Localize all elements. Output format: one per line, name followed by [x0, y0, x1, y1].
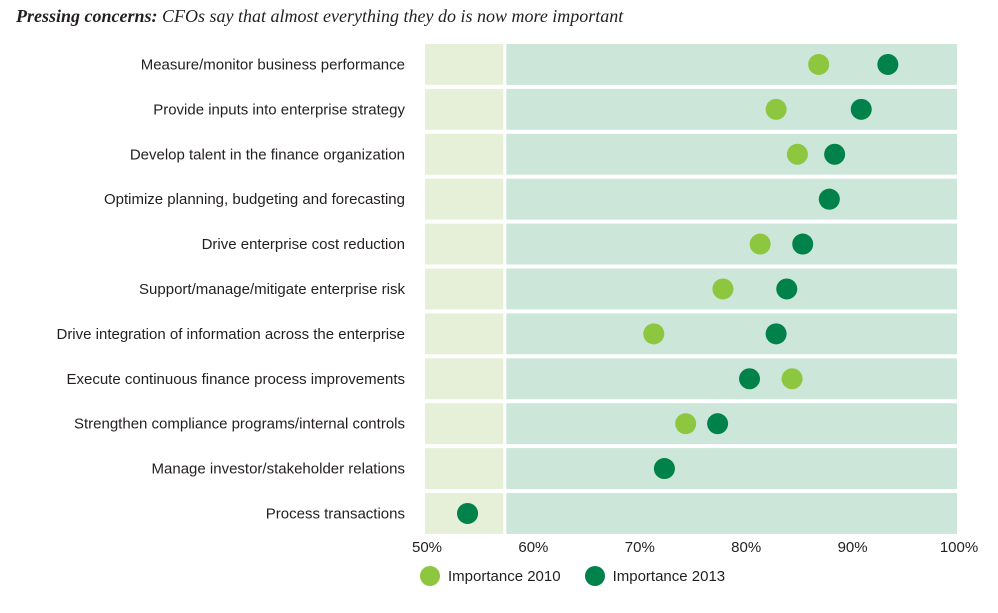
point-importance-2010: [675, 413, 697, 435]
title-rest: CFOs say that almost everything they do …: [162, 6, 624, 26]
row-band: [506, 133, 957, 175]
category-label: Execute continuous finance process impro…: [66, 371, 405, 388]
row-band: [506, 223, 957, 265]
title-lead: Pressing concerns:: [16, 6, 158, 26]
point-importance-2013: [776, 278, 798, 300]
row-band: [506, 178, 957, 220]
category-label: Process transactions: [266, 505, 405, 522]
legend-marker-2010: [420, 566, 440, 586]
legend-marker-2013: [584, 566, 605, 586]
legend-item-2013: Importance 2013: [584, 566, 726, 586]
row-band: [506, 403, 957, 445]
point-importance-2013: [653, 458, 675, 480]
row-band-light: [425, 223, 504, 265]
point-importance-2013: [850, 98, 872, 120]
category-label: Support/manage/mitigate enterprise risk: [139, 281, 405, 298]
point-importance-2010: [781, 368, 803, 390]
point-importance-2013: [765, 323, 787, 345]
row-band-light: [425, 403, 504, 445]
row-band: [506, 88, 957, 130]
point-importance-2010: [749, 233, 771, 255]
row-band: [506, 358, 957, 400]
row-band-light: [425, 44, 504, 85]
row-band: [506, 493, 957, 534]
row-band-light: [425, 448, 504, 489]
x-tick-label: 80%: [731, 539, 761, 556]
x-tick-label: 60%: [518, 539, 548, 556]
point-importance-2013: [824, 143, 846, 165]
row-band: [506, 313, 957, 355]
point-importance-2013: [457, 502, 479, 524]
row-band-light: [425, 313, 504, 355]
legend-item-2010: Importance 2010: [420, 566, 561, 586]
point-importance-2013: [792, 233, 814, 255]
category-label: Manage investor/stakeholder relations: [152, 461, 405, 478]
point-importance-2013: [707, 413, 729, 435]
category-label: Develop talent in the finance organizati…: [130, 146, 405, 163]
x-tick-label: 70%: [625, 539, 655, 556]
row-band-light: [425, 133, 504, 175]
point-importance-2013: [877, 53, 899, 75]
point-importance-2010: [765, 98, 787, 120]
legend-label-2010: Importance 2010: [448, 567, 561, 585]
x-tick-label: 90%: [838, 539, 868, 556]
category-label: Optimize planning, budgeting and forecas…: [104, 191, 405, 208]
category-label: Drive integration of information across …: [56, 326, 405, 343]
row-band: [506, 448, 957, 489]
point-importance-2013: [818, 188, 840, 210]
x-tick-label: 100%: [940, 539, 978, 556]
point-importance-2010: [808, 53, 830, 75]
x-tick-label: 50%: [412, 539, 442, 556]
category-label: Drive enterprise cost reduction: [202, 236, 405, 253]
legend-label-2013: Importance 2013: [612, 567, 726, 585]
row-band-light: [425, 268, 504, 310]
category-label: Provide inputs into enterprise strategy: [153, 101, 405, 118]
point-importance-2010: [643, 323, 665, 345]
row-band-light: [425, 178, 504, 220]
category-label: Measure/monitor business performance: [141, 56, 405, 73]
category-label: Strengthen compliance programs/internal …: [74, 416, 405, 433]
chart-legend: Importance 2010 Importance 2013: [420, 566, 749, 586]
point-importance-2013: [739, 368, 761, 390]
point-importance-2010: [712, 278, 734, 300]
row-band-light: [425, 358, 504, 400]
point-importance-2010: [786, 143, 808, 165]
row-band-light: [425, 88, 504, 130]
chart-title: Pressing concerns: CFOs say that almost …: [16, 6, 623, 27]
